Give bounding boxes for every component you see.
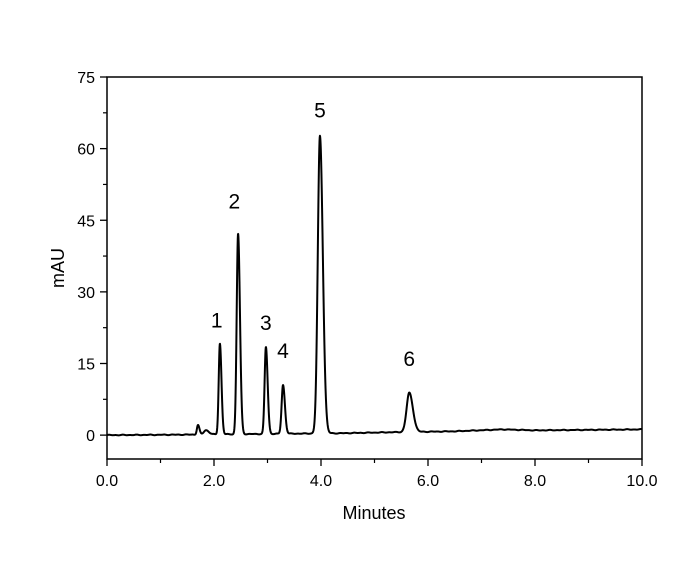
y-axis-title: mAU bbox=[48, 248, 68, 288]
y-tick-label: 0 bbox=[86, 428, 95, 445]
y-tick-label: 15 bbox=[77, 357, 95, 374]
chromatogram-line bbox=[106, 134, 643, 437]
y-tick-label: 75 bbox=[77, 70, 95, 87]
peak-label-6: 6 bbox=[403, 348, 415, 371]
peak-label-5: 5 bbox=[314, 100, 326, 123]
x-tick-label: 10.0 bbox=[626, 473, 657, 490]
peak-label-4: 4 bbox=[277, 340, 289, 363]
peak-labels: 1 2 34 5 6 bbox=[211, 100, 415, 371]
x-tick-label: 2.0 bbox=[203, 473, 225, 490]
x-tick-label: 8.0 bbox=[524, 473, 546, 490]
y-tick-label: 45 bbox=[77, 213, 95, 230]
y-tick-label: 30 bbox=[77, 285, 95, 302]
plot-frame bbox=[106, 76, 643, 460]
peak-label-3: 3 bbox=[260, 312, 272, 335]
peak-label-2: 2 bbox=[228, 190, 240, 213]
axes bbox=[106, 76, 643, 460]
x-tick-label: 0.0 bbox=[96, 473, 118, 490]
x-axis-title: Minutes bbox=[342, 503, 405, 523]
x-tick-label: 4.0 bbox=[310, 473, 332, 490]
peak-label-1: 1 bbox=[211, 310, 223, 333]
y-tick-label: 60 bbox=[77, 142, 95, 159]
x-tick-label: 6.0 bbox=[417, 473, 439, 490]
series bbox=[106, 134, 643, 437]
